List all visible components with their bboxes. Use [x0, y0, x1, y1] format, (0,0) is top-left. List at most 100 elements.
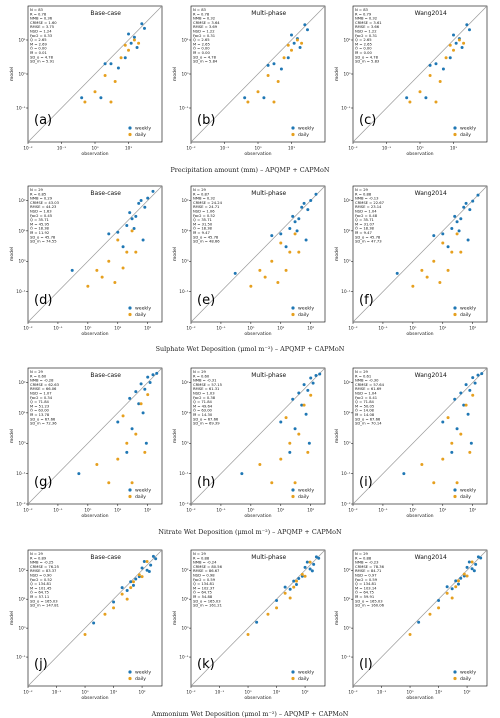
y-tick-label: 10¹ [343, 38, 350, 43]
point-weekly [450, 587, 454, 591]
point-daily [143, 450, 147, 454]
panel-letter: (l) [359, 657, 373, 672]
panel-title: Base-case [90, 372, 121, 379]
x-tick-label: 10¹ [439, 326, 446, 331]
scatter-plot-i: 10⁻² 10⁻¹ 10⁰ 10¹ 10² 10⁻² 10⁻¹ 10⁰ 10¹ 10² observ… [334, 367, 488, 519]
point-daily [137, 41, 141, 45]
y-axis-label: model [172, 67, 178, 81]
stat-line: Ō = 134.81 [193, 581, 214, 586]
x-tick-label: 10² [139, 690, 146, 695]
x-tick-label: 10⁻¹ [378, 326, 388, 331]
y-tick-label: 10¹ [18, 597, 25, 602]
legend-label-weekly: weekly [298, 126, 314, 132]
stat-line: CRMSE = 57.15 [193, 383, 223, 387]
x-tick-label: 10⁰ [416, 146, 423, 151]
point-daily [450, 596, 454, 600]
y-tick-label: 10² [18, 568, 25, 573]
point-weekly [116, 230, 120, 234]
x-tick-label: 10¹ [450, 146, 457, 151]
point-daily [446, 416, 450, 420]
stat-line: SD_m = 5.91 [30, 60, 54, 64]
panel-j: 10⁻² 10⁻¹ 10⁰ 10¹ 10² 10⁻¹ 10⁰ 10¹ 10² observatio… [8, 546, 166, 704]
point-weekly [302, 201, 306, 205]
point-daily [470, 560, 474, 564]
point-daily [464, 403, 468, 407]
point-daily [459, 432, 463, 436]
point-weekly [137, 402, 141, 406]
point-daily [103, 612, 107, 616]
point-daily [428, 74, 432, 78]
point-weekly [279, 420, 283, 424]
point-weekly [462, 403, 466, 407]
panel-letter: (i) [359, 475, 373, 490]
stat-line: NMB = 0.32 [193, 197, 215, 201]
point-daily [288, 596, 292, 600]
y-tick-label: 10⁻² [179, 502, 189, 507]
point-weekly [298, 46, 302, 50]
point-weekly [405, 96, 409, 100]
stat-line: M̃ = 0.00 [355, 50, 372, 55]
point-weekly [262, 96, 266, 100]
stat-line: Õ = 18.38 [193, 226, 213, 231]
stat-line: SD_o = 165.03 [355, 599, 383, 603]
point-weekly [294, 583, 298, 587]
x-tick-label: 10¹ [435, 690, 442, 695]
stat-line: Õ = 64.75 [193, 590, 213, 595]
point-weekly [417, 620, 421, 624]
point-weekly [149, 563, 153, 567]
panel-title: Multi-phase [251, 372, 286, 379]
point-weekly [127, 32, 130, 36]
point-daily [249, 284, 253, 288]
stat-line: M̃ = 11.92 [30, 230, 49, 235]
stat-line: M̄ = 2.69 [30, 42, 47, 47]
stat-line: RMSE = 24.71 [193, 205, 219, 209]
stat-line: CRMSE = 80.56 [193, 565, 223, 569]
x-tick-label: 10⁰ [245, 690, 252, 695]
stat-line: N = 29 [355, 370, 369, 374]
legend-marker-daily [128, 132, 132, 137]
point-weekly [92, 621, 96, 625]
point-weekly [151, 189, 155, 193]
point-weekly [446, 245, 450, 249]
point-daily [441, 241, 445, 245]
stat-line: M̃ = 57.11 [30, 594, 49, 599]
panel-k: 10⁻² 10⁻¹ 10⁰ 10¹ 10² 10⁻¹ 10⁰ 10¹ 10² observatio… [171, 546, 329, 704]
point-weekly [128, 396, 132, 400]
point-weekly [255, 620, 259, 624]
point-weekly [314, 555, 318, 559]
point-weekly [240, 472, 244, 476]
stat-line: M̃ = 14.08 [355, 412, 375, 417]
scatter-plot-h: 10⁻² 10⁻¹ 10⁰ 10¹ 10² 10⁻² 10⁻¹ 10⁰ 10¹ 10² observ… [172, 367, 326, 519]
point-daily [448, 43, 452, 47]
point-weekly [125, 450, 129, 454]
stat-line: Fac2 = 0.33 [30, 34, 53, 38]
stat-line: SD_o = 67.66 [355, 417, 381, 421]
y-tick-label: 10⁰ [181, 72, 188, 77]
x-tick-label: 10⁻¹ [216, 508, 226, 513]
point-weekly [272, 62, 276, 66]
point-weekly [291, 214, 295, 218]
y-tick-label: 10⁻¹ [341, 106, 351, 111]
one-to-one-line [352, 185, 488, 323]
y-tick-label: 10² [18, 198, 25, 203]
stat-line: R = 0.88 [355, 192, 372, 196]
point-weekly [311, 381, 315, 385]
stat-line: CRMSE = 78.36 [355, 565, 385, 569]
point-weekly [151, 554, 155, 558]
stat-line: NSD = 1.63 [30, 210, 52, 214]
point-weekly [307, 441, 311, 445]
point-daily [308, 560, 312, 564]
stat-line: NMB = -0.23 [355, 561, 379, 565]
y-tick-label: 10² [18, 380, 25, 385]
point-weekly [464, 201, 468, 205]
x-tick-label: 10¹ [439, 508, 446, 513]
legend-marker-daily [128, 676, 132, 681]
point-weekly [300, 403, 304, 407]
point-daily [468, 450, 472, 454]
stat-line: R = 0.60 [193, 374, 210, 378]
y-axis-label: model [334, 247, 340, 261]
stat-line: Õ = 0.00 [355, 46, 372, 51]
point-daily [266, 74, 270, 78]
y-tick-label: 10¹ [343, 228, 350, 233]
y-tick-label: 10⁰ [181, 441, 188, 446]
